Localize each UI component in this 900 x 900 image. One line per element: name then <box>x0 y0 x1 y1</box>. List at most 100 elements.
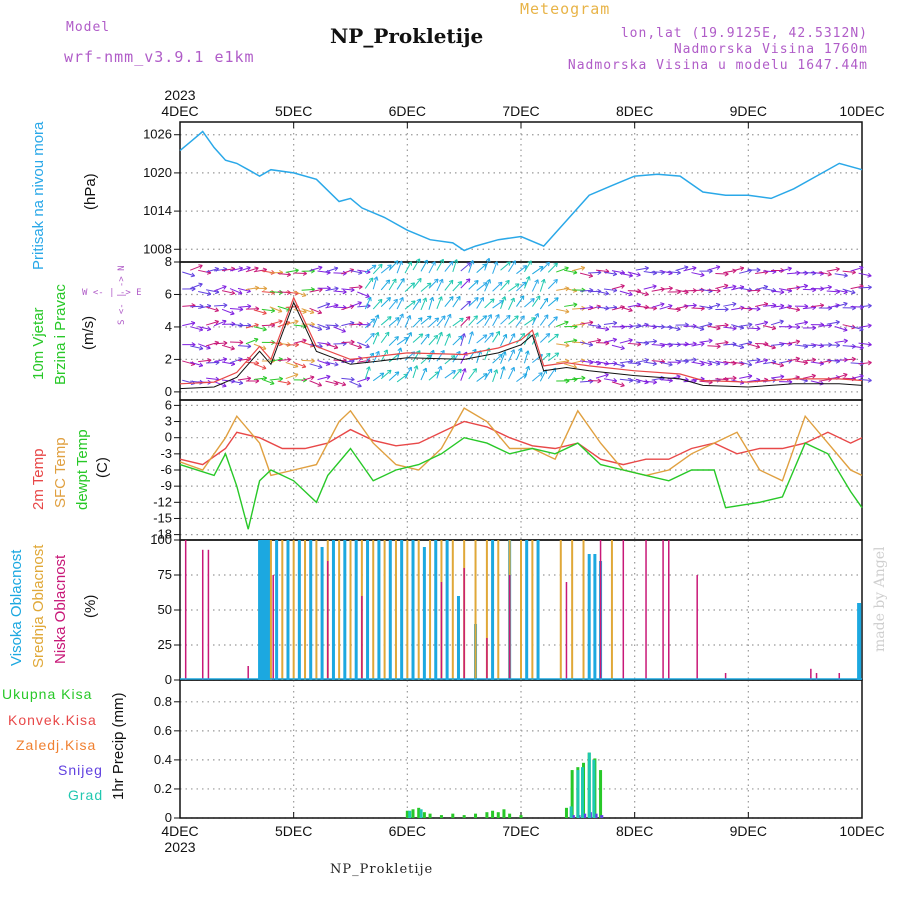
wind-arrow <box>523 276 530 289</box>
wind-arrow <box>731 286 745 291</box>
precip-grad-bar <box>408 810 412 818</box>
wind-arrow-head <box>334 267 339 272</box>
wind-arrow <box>420 297 427 311</box>
wind-arrow-head <box>311 376 315 381</box>
wind-arrow <box>763 361 777 365</box>
wind-arrow <box>755 285 768 291</box>
wind-arrow-head <box>254 266 259 269</box>
wind-arrow-head <box>441 296 443 301</box>
wind-arrow-head <box>620 348 625 351</box>
wind-arrow-head <box>319 343 323 347</box>
wind-arrow-head <box>820 304 825 309</box>
wind-arrow-head <box>472 368 477 371</box>
wind-arrow-head <box>867 286 872 290</box>
wind-arrow-head <box>660 302 665 305</box>
wind-arrow-head <box>692 323 697 327</box>
cloud-high-bar <box>260 540 264 680</box>
wind-arrow <box>357 291 370 298</box>
precip-total-bar <box>485 812 489 818</box>
wind-arrow <box>468 280 479 290</box>
wind-arrow <box>627 362 641 365</box>
wind-arrow <box>198 305 212 309</box>
wind-arrow-head <box>350 305 355 310</box>
wind-arrow-head <box>652 284 657 287</box>
wind-arrow-head <box>545 261 550 264</box>
wind-arrow-head <box>222 319 227 322</box>
wind-arrow-head <box>859 306 864 310</box>
wind-arrow-head <box>231 310 235 315</box>
wind-arrow <box>842 377 856 380</box>
wind-arrow <box>269 341 283 345</box>
wind-arrow <box>715 272 729 275</box>
wind-arrow-head <box>732 270 737 274</box>
wind-arrow <box>205 306 219 312</box>
wind-arrow <box>349 381 362 387</box>
wind-arrow <box>580 360 594 364</box>
wind-arrow <box>794 360 808 364</box>
wind-arrow-head <box>796 340 801 345</box>
wind-arrow <box>587 359 601 365</box>
wind-arrow-head <box>724 308 729 312</box>
wind-arrow <box>285 320 299 325</box>
wind-arrow <box>484 332 494 343</box>
wind-speed-line <box>179 296 863 385</box>
wind-arrow <box>802 306 816 310</box>
wind-arrow-head <box>465 278 471 281</box>
wind-arrow-head <box>286 292 291 295</box>
wind-arrow-head <box>238 382 243 386</box>
cloud-mid-bar <box>349 540 352 680</box>
wind-arrow <box>539 298 549 310</box>
wind-arrow <box>317 303 330 309</box>
wind-arrow <box>317 375 331 381</box>
wind-arrow-head <box>326 341 331 345</box>
wind-arrow-head <box>684 292 689 295</box>
wind-arrow <box>436 259 444 271</box>
wind-arrow-head <box>780 305 785 309</box>
wind-arrow-head <box>851 356 856 360</box>
wind-arrow <box>420 315 432 325</box>
wind-arrow <box>206 341 219 347</box>
wind-arrow <box>229 358 243 364</box>
wind-arrow-head <box>350 339 355 343</box>
wind-arrow <box>723 285 737 290</box>
wind-arrow <box>333 290 347 293</box>
wind-arrow-head <box>676 361 681 365</box>
wind-arrow-head <box>554 297 559 299</box>
wind-arrow-head <box>426 282 431 285</box>
wind-arrow-head <box>366 271 371 275</box>
wind-arrow-head <box>253 337 259 340</box>
wind-arrow-head <box>469 260 474 264</box>
wind-arrow-head <box>387 316 392 318</box>
wind-arrow-head <box>246 291 251 294</box>
wind-arrow-head <box>393 260 399 263</box>
wind-arrow-head <box>867 380 872 383</box>
wind-arrow <box>762 325 776 330</box>
wind-arrow-head <box>231 290 236 294</box>
wind-arrow-head <box>764 271 769 275</box>
cloud-low-bar <box>838 673 841 680</box>
wind-arrow-head <box>461 368 466 372</box>
wind-arrow <box>388 353 400 363</box>
wind-arrow <box>826 321 840 325</box>
wind-arrow-head <box>636 274 641 277</box>
wind-arrow-head <box>223 304 228 308</box>
wind-arrow-head <box>207 326 212 330</box>
wind-arrow-head <box>819 363 824 366</box>
wind-arrow <box>858 361 872 365</box>
wind-arrow-head <box>565 308 570 313</box>
wind-arrow-head <box>438 296 442 300</box>
wind-arrow-head <box>748 361 753 366</box>
wind-arrow-head <box>535 295 541 299</box>
wind-arrow <box>659 270 673 275</box>
wind-arrow <box>834 289 848 293</box>
wind-arrow <box>699 380 713 383</box>
wind-arrow-head <box>573 326 578 330</box>
cloud-high-bar <box>434 540 438 680</box>
wind-arrow <box>508 333 515 346</box>
wind-arrow <box>755 303 768 307</box>
meteogram-label: Meteogram <box>520 0 611 18</box>
wind-arrow-head <box>520 332 525 336</box>
wind-arrow-head <box>644 343 649 346</box>
wind-arrow-head <box>271 324 276 328</box>
wind-arrow <box>364 318 376 329</box>
